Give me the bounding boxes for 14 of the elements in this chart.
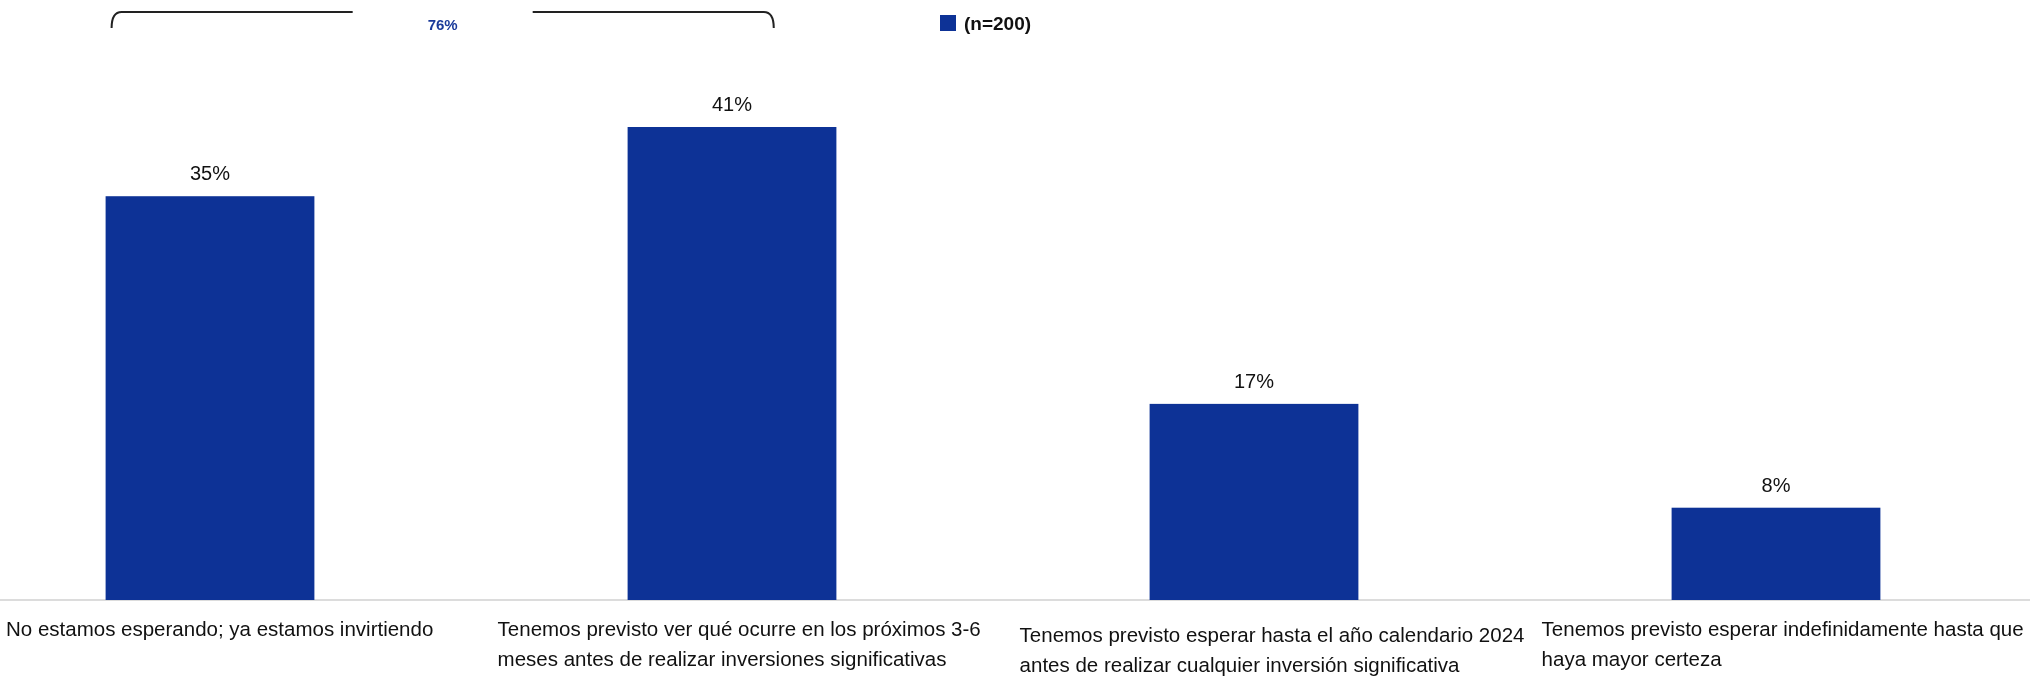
bar	[105, 196, 315, 600]
x-tick-label: Tenemos previsto ver qué ocurre en los próximos 3-6 meses antes de realizar inversiones significativas	[497, 617, 981, 670]
data-label: 41%	[711, 93, 753, 115]
x-tick-label: Tenemos previsto esperar indefinidamente hasta que haya mayor certeza	[1541, 617, 2024, 670]
bar	[627, 127, 837, 600]
legend-label: (n=200)	[964, 13, 1032, 34]
data-label: 8%	[1761, 473, 1791, 496]
x-tick-label: No estamos esperando; ya estamos invirtiendo	[6, 617, 434, 640]
data-label: 17%	[1233, 369, 1275, 392]
bar	[1671, 507, 1881, 600]
bar	[1149, 403, 1359, 600]
text: 76%	[427, 16, 458, 33]
data-label: 35%	[189, 162, 231, 185]
x-tick-label: Tenemos previsto esperar hasta el año calendario 2024 antes de realizar cualquier inversión significativa	[1019, 623, 1525, 676]
